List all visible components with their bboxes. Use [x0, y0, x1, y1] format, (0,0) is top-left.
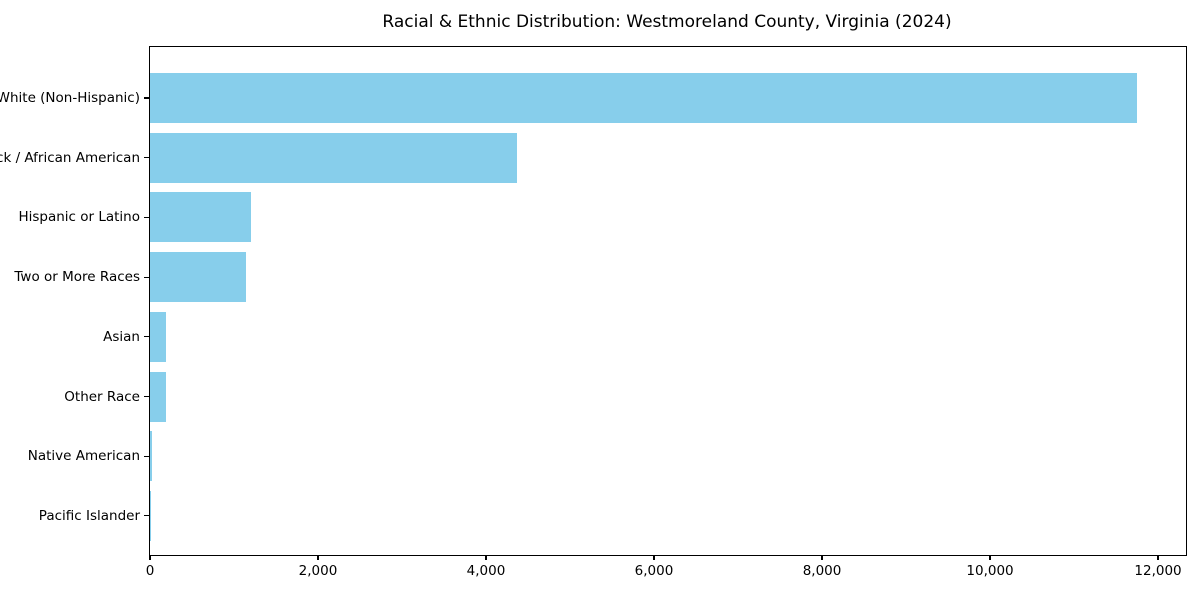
y-tick-mark: [144, 276, 149, 278]
bar-black-african-american: [150, 132, 517, 183]
y-tick-label-pacific-islander: Pacific Islander: [38, 507, 140, 524]
y-tick-mark: [144, 157, 149, 159]
x-tick-label-2000: 2,000: [298, 563, 338, 579]
bar-other-race: [150, 371, 166, 422]
y-tick-label-native-american: Native American: [27, 448, 140, 465]
bar-hispanic-or-latino: [150, 192, 251, 243]
bar-asian: [150, 311, 166, 362]
x-tick-label-6000: 6,000: [634, 563, 674, 579]
x-tick-mark: [317, 555, 319, 560]
x-tick-label-8000: 8,000: [802, 563, 842, 579]
x-tick-label-4000: 4,000: [466, 563, 506, 579]
y-tick-mark: [144, 97, 149, 99]
x-tick-label-10000: 10,000: [966, 563, 1014, 579]
y-tick-label-black-african-american: Black / African American: [0, 149, 140, 166]
x-tick-mark: [653, 555, 655, 560]
y-tick-mark: [144, 336, 149, 338]
x-tick-mark: [1157, 555, 1159, 560]
bar-two-or-more-races: [150, 252, 246, 303]
y-tick-mark: [144, 395, 149, 398]
y-tick-label-asian: Asian: [103, 328, 140, 345]
y-tick-mark: [144, 216, 149, 218]
bar-white-non-hispanic: [150, 73, 1138, 123]
x-tick-mark: [485, 555, 487, 560]
x-tick-label-0: 0: [145, 563, 155, 579]
plot-area: White (Non-Hispanic) Black / African Amer…: [0, 46, 1187, 579]
x-tick-label-12000: 12,000: [1134, 563, 1182, 579]
y-tick-mark: [144, 455, 149, 457]
y-tick-label-white-non-hispanic: White (Non-Hispanic): [0, 90, 140, 106]
y-tick-mark: [144, 515, 149, 517]
x-tick-mark: [149, 555, 151, 560]
y-tick-label-hispanic-or-latino: Hispanic or Latino: [18, 209, 140, 226]
y-tick-label-two-or-more-races: Two or More Races: [14, 269, 140, 286]
x-tick-mark: [821, 555, 823, 560]
y-tick-label-other-race: Other Race: [64, 388, 140, 405]
x-tick-mark: [989, 555, 991, 560]
bar-native-american: [150, 431, 152, 482]
chart-title: Racial & Ethnic Distribution: Westmorela…: [382, 12, 952, 32]
